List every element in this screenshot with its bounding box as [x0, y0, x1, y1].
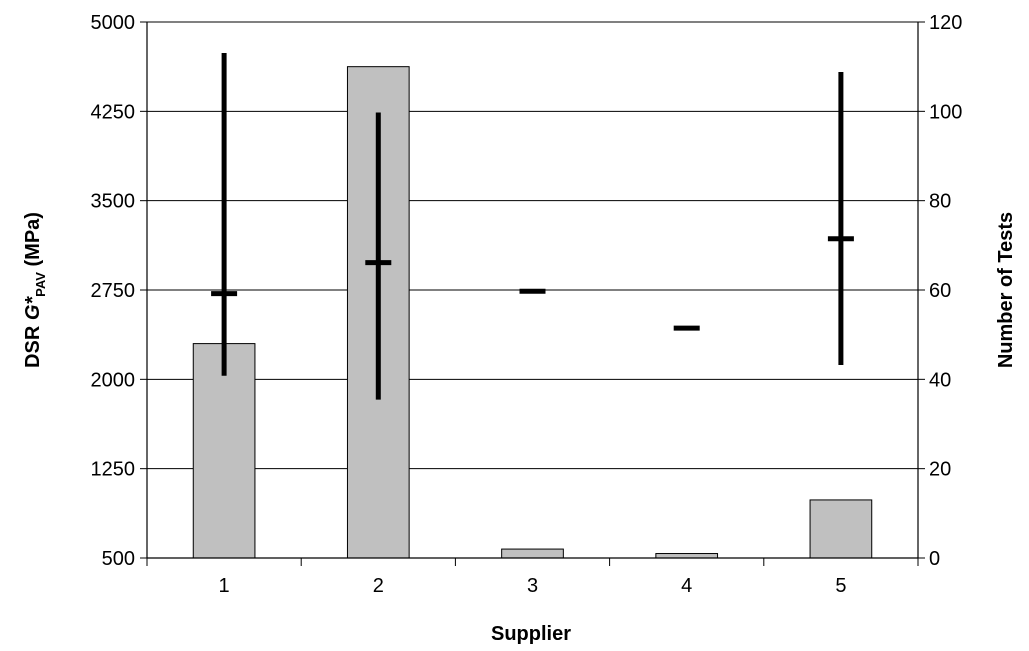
right-tick-label: 120 [929, 12, 962, 34]
left-tick-label: 2750 [91, 280, 136, 302]
right-tick-label: 100 [929, 101, 962, 123]
y-axis-title-prefix: DSR [22, 320, 44, 368]
right-tick-label: 0 [929, 548, 940, 570]
left-tick-label: 500 [102, 548, 135, 570]
gridlines [147, 21, 918, 470]
x-axis-tick-labels: 1 2 3 4 5 [219, 575, 847, 597]
y-axis-title-symbol: G* [22, 296, 44, 321]
y-axis-title-suffix: (MPa) [22, 212, 44, 272]
y-axis-title: DSR G*PAV (MPa) [22, 212, 48, 368]
left-tick-label: 4250 [91, 101, 136, 123]
x-tick-label: 5 [835, 575, 846, 597]
left-tick-label: 1250 [91, 459, 136, 481]
x-tick-label: 1 [219, 575, 230, 597]
left-tick-label: 2000 [91, 369, 136, 391]
right-tick-label: 20 [929, 459, 951, 481]
bar [655, 553, 719, 559]
x-axis-title: Supplier [491, 623, 571, 645]
y2-axis-title: Number of Tests [995, 212, 1017, 368]
right-tick-label: 60 [929, 280, 951, 302]
x-tick-label: 3 [527, 575, 538, 597]
right-tick-label: 80 [929, 191, 951, 213]
x-tick-label: 2 [373, 575, 384, 597]
x-tick-label: 4 [681, 575, 692, 597]
axes [140, 21, 925, 566]
bar [809, 499, 873, 559]
right-axis-tick-labels: 0 20 40 60 80 100 120 [929, 12, 962, 570]
y-axis-title-subscript: PAV [33, 272, 48, 297]
range-series [211, 52, 854, 400]
bar [501, 548, 564, 559]
bar-series [192, 66, 873, 559]
left-axis-tick-labels: 500 1250 2000 2750 3500 4250 5000 [91, 12, 136, 570]
left-tick-label: 3500 [91, 191, 136, 213]
right-tick-label: 40 [929, 369, 951, 391]
left-tick-label: 5000 [91, 12, 136, 34]
